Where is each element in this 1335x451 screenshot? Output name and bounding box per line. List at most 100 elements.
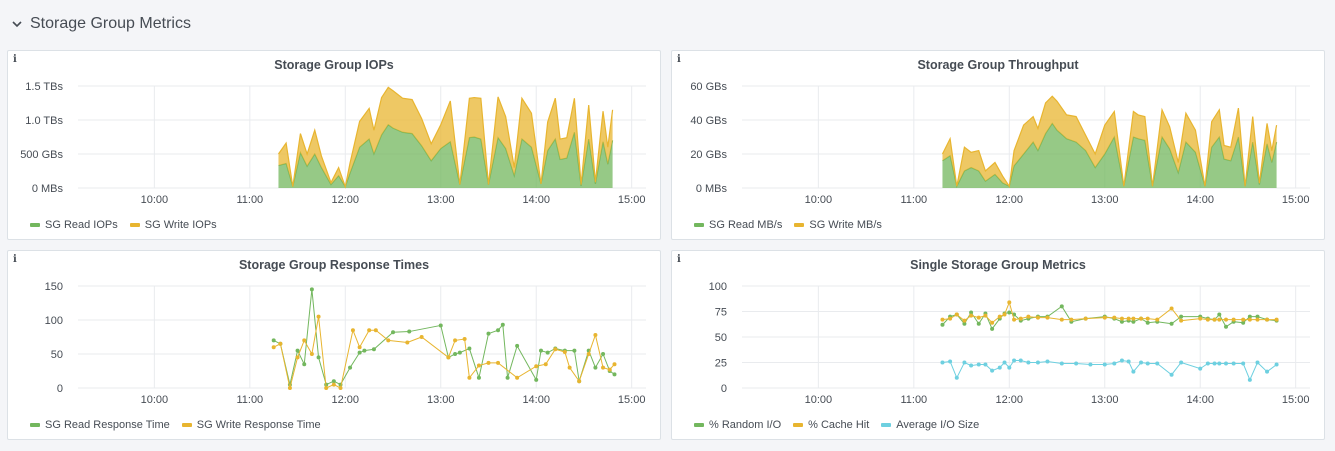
x-tick-label: 12:00 [332, 194, 360, 206]
data-point [1231, 317, 1236, 322]
data-point [500, 322, 505, 327]
data-point [940, 360, 945, 365]
data-point [407, 329, 412, 334]
info-icon[interactable]: i [13, 254, 17, 265]
legend-item-read-mbs[interactable]: SG Read MB/s [694, 219, 782, 231]
y-tick-label: 1.0 TBs [25, 115, 63, 127]
panel-storage-group-iops: i Storage Group IOPs 0 MBs 500 GBs 1.0 TBs… [7, 50, 661, 240]
y-tick-label: 20 GBs [690, 149, 727, 161]
x-tick-label: 14:00 [522, 194, 550, 206]
y-tick-label: 50 [51, 349, 63, 361]
data-point [1035, 315, 1040, 320]
legend-item-write-iops[interactable]: SG Write IOPs [129, 219, 217, 231]
data-point [486, 331, 491, 336]
data-point [1045, 359, 1050, 364]
data-point [553, 347, 558, 352]
data-point [976, 321, 981, 326]
data-point [367, 328, 372, 333]
data-point [1045, 315, 1050, 320]
legend-item-random-io[interactable]: % Random I/O [694, 419, 781, 431]
x-tick-label: 10:00 [141, 394, 169, 406]
data-point [373, 328, 378, 333]
data-point [357, 350, 362, 355]
data-point [601, 352, 606, 356]
data-point [302, 338, 307, 343]
data-point [1112, 361, 1117, 366]
data-point [371, 347, 376, 352]
legend-swatch [881, 423, 892, 427]
info-icon[interactable]: i [13, 54, 17, 65]
row-header[interactable]: Storage Group Metrics [10, 10, 191, 38]
y-tick-label: 25 [715, 358, 727, 370]
legend-label: SG Read MB/s [709, 219, 783, 231]
x-tick-label: 13:00 [1091, 194, 1119, 206]
data-point [486, 360, 491, 365]
y-tick-label: 40 GBs [690, 115, 727, 127]
data-point [534, 364, 539, 369]
legend-swatch [30, 223, 40, 227]
panel-single-storage-group-metrics: i Single Storage Group Metrics 0 25 50 75 10… [671, 250, 1325, 440]
data-point [391, 330, 396, 335]
iops-chart: 0 MBs 500 GBs 1.0 TBs 1.5 TBs 10:00 11:00 12:0… [20, 81, 646, 206]
legend-label: SG Write Response Time [196, 419, 321, 431]
legend-item-read-response-time[interactable]: SG Read Response Time [30, 419, 170, 431]
chevron-down-icon[interactable] [10, 17, 24, 31]
data-point [1131, 316, 1136, 321]
data-point [476, 363, 481, 368]
response-times-chart: 0 50 100 150 10:00 11:00 12:00 13:00 14:00 15:00 [45, 281, 646, 406]
legend-label: SG Read Response Time [45, 419, 170, 431]
data-point [350, 328, 355, 333]
data-point [1179, 318, 1184, 323]
data-point [295, 348, 300, 353]
data-point [1255, 314, 1260, 319]
legend-label: Average I/O Size [896, 419, 980, 431]
data-point [593, 365, 598, 370]
info-icon[interactable]: i [677, 54, 681, 65]
legend-label: SG Write MB/s [809, 219, 882, 231]
data-point [453, 352, 458, 356]
legend-item-read-iops[interactable]: SG Read IOPs [30, 219, 118, 231]
data-point [1126, 359, 1131, 364]
data-point [1002, 360, 1007, 365]
data-point [1217, 361, 1222, 366]
data-point [1205, 361, 1210, 366]
data-point [969, 363, 974, 368]
data-point [593, 332, 598, 337]
data-point [1217, 317, 1222, 322]
data-point [976, 315, 981, 320]
data-point [983, 362, 988, 367]
legend: SG Read IOPs SG Write IOPs [30, 219, 217, 231]
data-point [309, 352, 314, 356]
data-point [496, 328, 501, 333]
info-icon[interactable]: i [677, 254, 681, 265]
data-point [1198, 366, 1203, 371]
y-tick-label: 0 MBs [696, 183, 728, 195]
panel-title: Storage Group IOPs [274, 58, 394, 72]
data-point [983, 313, 988, 318]
legend-item-cache-hit[interactable]: % Cache Hit [793, 419, 869, 431]
data-point [940, 322, 945, 327]
legend-item-write-mbs[interactable]: SG Write MB/s [794, 219, 882, 231]
data-point [990, 368, 995, 373]
area-series [942, 123, 1277, 188]
data-point [295, 355, 300, 360]
data-point [997, 314, 1002, 319]
data-point [1274, 317, 1279, 322]
legend-swatch [181, 423, 192, 427]
data-point [331, 379, 336, 384]
x-tick-label: 12:00 [332, 394, 360, 406]
data-point [1217, 312, 1222, 317]
data-point [562, 349, 567, 354]
data-point [577, 379, 582, 384]
data-point [467, 346, 472, 351]
data-point [278, 341, 283, 346]
x-tick-label: 13:00 [1091, 394, 1119, 406]
y-tick-label: 50 [715, 332, 727, 344]
legend-label: % Cache Hit [808, 419, 870, 431]
data-point [476, 375, 481, 380]
legend-item-write-response-time[interactable]: SG Write Response Time [181, 419, 321, 431]
legend-item-average-io-size[interactable]: Average I/O Size [881, 419, 979, 431]
x-tick-label: 10:00 [141, 194, 169, 206]
data-point [1007, 300, 1012, 305]
data-point [997, 365, 1002, 370]
